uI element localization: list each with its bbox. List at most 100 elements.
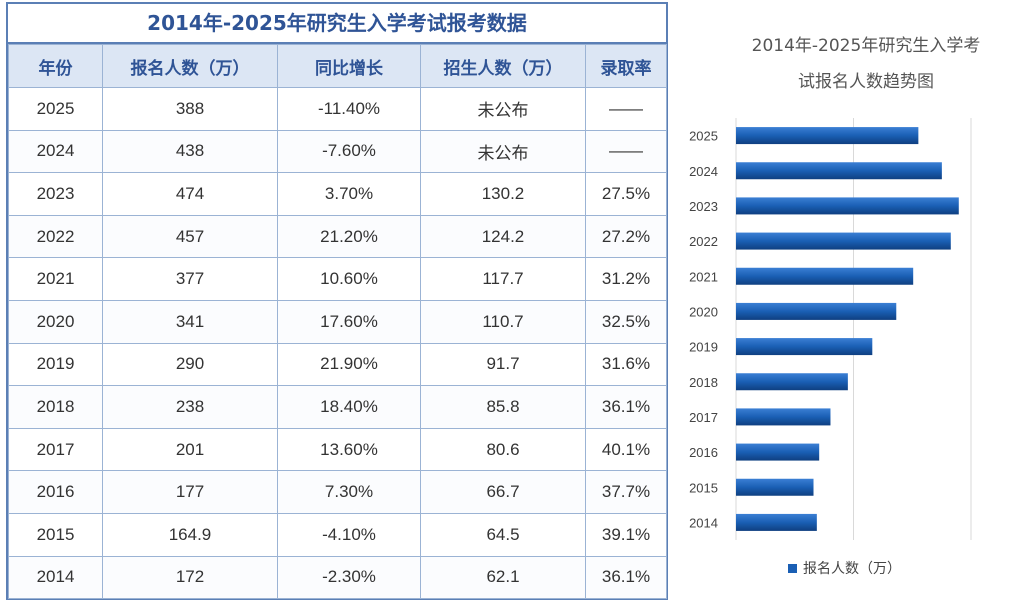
table-row: 2022 457 21.20% 124.2 27.2% bbox=[8, 214, 667, 259]
header-year: 年份 bbox=[8, 44, 103, 88]
cell-year: 2024 bbox=[8, 129, 103, 174]
cell-enrollment: 85.8 bbox=[420, 385, 586, 429]
cell-applicants: 474 bbox=[102, 172, 278, 216]
bar-2025 bbox=[736, 127, 919, 145]
cell-year: 2014 bbox=[8, 555, 103, 600]
table-row: 2021 377 10.60% 117.7 31.2% bbox=[8, 257, 667, 301]
bar-2020 bbox=[736, 302, 897, 320]
cell-enrollment: 未公布 bbox=[420, 87, 586, 131]
table-row: 2016 177 7.30% 66.7 37.7% bbox=[8, 470, 667, 514]
table-row: 2024 438 -7.60% 未公布 —— bbox=[8, 129, 667, 174]
y-tick-label: 2018 bbox=[689, 375, 718, 390]
data-table: 年份 报名人数（万） 同比增长 招生人数（万） 录取率 2025 388 -11.4… bbox=[8, 44, 667, 600]
bar-2023 bbox=[736, 197, 959, 215]
y-tick-label: 2019 bbox=[689, 340, 718, 355]
cell-admission-rate: 31.6% bbox=[585, 342, 667, 387]
bar-2021 bbox=[736, 267, 914, 285]
cell-admission-rate: —— bbox=[585, 87, 667, 131]
cell-year: 2023 bbox=[8, 172, 103, 216]
cell-enrollment: 110.7 bbox=[420, 299, 586, 344]
cell-applicants: 290 bbox=[102, 342, 278, 387]
cell-year: 2021 bbox=[8, 257, 103, 301]
cell-admission-rate: 37.7% bbox=[585, 470, 667, 514]
header-growth: 同比增长 bbox=[277, 44, 421, 88]
bar-chart: 2025 2024 2023 2022 2021 2020 2019 2018 2017 2016… bbox=[689, 118, 972, 540]
cell-growth: -4.10% bbox=[277, 512, 421, 557]
cell-admission-rate: 40.1% bbox=[585, 427, 667, 472]
cell-growth: 13.60% bbox=[277, 427, 421, 472]
y-tick-label: 2024 bbox=[689, 164, 718, 179]
chart-title-line-1: 2014年-2025年研究生入学考 bbox=[751, 36, 981, 56]
cell-applicants: 457 bbox=[102, 214, 278, 259]
chart-title: 2014年-2025年研究生入学考 试报名人数趋势图 bbox=[716, 28, 1016, 100]
cell-admission-rate: 27.2% bbox=[585, 214, 667, 259]
cell-admission-rate: 31.2% bbox=[585, 257, 667, 301]
chart-title-line-2: 试报名人数趋势图 bbox=[798, 72, 934, 92]
cell-applicants: 341 bbox=[102, 299, 278, 344]
table-header-row: 年份 报名人数（万） 同比增长 招生人数（万） 录取率 bbox=[8, 44, 667, 88]
cell-admission-rate: 36.1% bbox=[585, 555, 667, 600]
cell-year: 2020 bbox=[8, 299, 103, 344]
cell-growth: 17.60% bbox=[277, 299, 421, 344]
table-row: 2020 341 17.60% 110.7 32.5% bbox=[8, 299, 667, 344]
bar-2019 bbox=[736, 338, 873, 356]
cell-growth: 7.30% bbox=[277, 470, 421, 514]
header-enrollment: 招生人数（万） bbox=[420, 44, 586, 88]
cell-applicants: 177 bbox=[102, 470, 278, 514]
table-row: 2015 164.9 -4.10% 64.5 39.1% bbox=[8, 512, 667, 557]
cell-applicants: 438 bbox=[102, 129, 278, 174]
cell-enrollment: 91.7 bbox=[420, 342, 586, 387]
bar-2018 bbox=[736, 373, 848, 391]
cell-enrollment: 62.1 bbox=[420, 555, 586, 600]
table-body: 2025 388 -11.40% 未公布 —— 2024 438 -7.60% 未公布 —— 202… bbox=[8, 87, 667, 600]
bar-2015 bbox=[736, 478, 814, 496]
cell-enrollment: 124.2 bbox=[420, 214, 586, 259]
cell-growth: -7.60% bbox=[277, 129, 421, 174]
header-admission-rate: 录取率 bbox=[585, 44, 667, 88]
cell-year: 2025 bbox=[8, 87, 103, 131]
cell-growth: 21.90% bbox=[277, 342, 421, 387]
cell-year: 2018 bbox=[8, 385, 103, 429]
cell-growth: -11.40% bbox=[277, 87, 421, 131]
cell-admission-rate: 27.5% bbox=[585, 172, 667, 216]
header-applicants: 报名人数（万） bbox=[102, 44, 278, 88]
table-row: 2014 172 -2.30% 62.1 36.1% bbox=[8, 555, 667, 600]
cell-enrollment: 117.7 bbox=[420, 257, 586, 301]
legend-swatch bbox=[788, 563, 797, 573]
chart-legend: 报名人数（万） bbox=[788, 558, 901, 578]
y-tick-label: 2014 bbox=[689, 515, 718, 530]
cell-applicants: 201 bbox=[102, 427, 278, 472]
cell-applicants: 388 bbox=[102, 87, 278, 131]
chart-panel: 2014年-2025年研究生入学考 试报名人数趋势图 2025 2024 2023 2… bbox=[676, 0, 1031, 604]
bar-2014 bbox=[736, 513, 817, 531]
cell-growth: 3.70% bbox=[277, 172, 421, 216]
cell-applicants: 238 bbox=[102, 385, 278, 429]
cell-admission-rate: 39.1% bbox=[585, 512, 667, 557]
cell-enrollment: 64.5 bbox=[420, 512, 586, 557]
cell-growth: -2.30% bbox=[277, 555, 421, 600]
cell-enrollment: 66.7 bbox=[420, 470, 586, 514]
y-tick-label: 2022 bbox=[689, 234, 718, 249]
y-tick-label: 2021 bbox=[689, 269, 718, 284]
cell-year: 2015 bbox=[8, 512, 103, 557]
y-tick-label: 2015 bbox=[689, 480, 718, 495]
cell-growth: 21.20% bbox=[277, 214, 421, 259]
cell-applicants: 164.9 bbox=[102, 512, 278, 557]
bar-2017 bbox=[736, 408, 831, 426]
table-row: 2017 201 13.60% 80.6 40.1% bbox=[8, 427, 667, 472]
y-tick-label: 2016 bbox=[689, 445, 718, 460]
data-table-panel: 2014年-2025年研究生入学考试报考数据 年份 报名人数（万） 同比增长 招… bbox=[6, 2, 668, 600]
cell-year: 2017 bbox=[8, 427, 103, 472]
y-tick-label: 2023 bbox=[689, 199, 718, 214]
y-tick-label: 2020 bbox=[689, 304, 718, 319]
cell-applicants: 377 bbox=[102, 257, 278, 301]
cell-enrollment: 未公布 bbox=[420, 129, 586, 174]
cell-applicants: 172 bbox=[102, 555, 278, 600]
cell-admission-rate: 32.5% bbox=[585, 299, 667, 344]
cell-growth: 10.60% bbox=[277, 257, 421, 301]
table-row: 2025 388 -11.40% 未公布 —— bbox=[8, 87, 667, 131]
bar-2016 bbox=[736, 443, 820, 461]
cell-admission-rate: —— bbox=[585, 129, 667, 174]
y-tick-label: 2025 bbox=[689, 129, 718, 144]
